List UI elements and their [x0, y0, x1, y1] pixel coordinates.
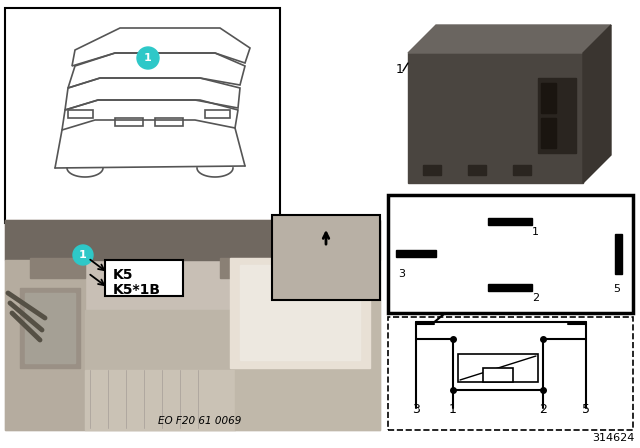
Bar [423, 165, 441, 175]
Circle shape [137, 47, 159, 69]
Bar [272, 215, 380, 300]
Bar [458, 354, 538, 382]
Text: 2: 2 [539, 403, 547, 416]
Bar [396, 250, 436, 257]
Bar [230, 258, 370, 368]
Bar [488, 284, 532, 291]
Text: 1: 1 [532, 227, 539, 237]
Bar [115, 118, 143, 126]
Bar [68, 110, 93, 118]
Bar [488, 218, 532, 225]
Bar [615, 234, 622, 274]
Text: K5: K5 [113, 268, 134, 282]
Bar [155, 118, 183, 126]
Text: 1: 1 [79, 250, 87, 260]
Bar [277, 270, 375, 295]
Bar [328, 221, 374, 268]
Bar [274, 217, 378, 298]
Bar [30, 258, 85, 278]
Bar [105, 260, 183, 296]
Bar [220, 258, 275, 278]
Bar [5, 8, 280, 223]
Bar [438, 28, 483, 48]
Bar [20, 288, 80, 368]
Text: 3: 3 [398, 269, 405, 279]
Bar [5, 220, 380, 260]
Bar [5, 220, 380, 430]
Bar [541, 118, 556, 148]
Bar [85, 370, 235, 430]
Text: 1: 1 [144, 53, 152, 63]
Text: EO F20 61 0069: EO F20 61 0069 [158, 416, 242, 426]
Text: 314624: 314624 [593, 433, 635, 443]
Text: 2: 2 [532, 293, 539, 303]
Bar [388, 317, 633, 430]
Bar [235, 260, 380, 430]
Bar [538, 78, 576, 153]
Text: 1: 1 [449, 403, 457, 416]
Bar [483, 368, 513, 382]
Bar [388, 195, 633, 313]
Bar [503, 28, 548, 48]
Bar [277, 221, 323, 268]
Bar [85, 310, 235, 430]
Text: 5: 5 [582, 403, 590, 416]
Text: 1: 1 [396, 63, 404, 76]
Bar [25, 293, 75, 363]
Circle shape [73, 245, 93, 265]
Bar [5, 260, 85, 430]
Bar [205, 110, 230, 118]
Text: K5*1B: K5*1B [113, 283, 161, 297]
Bar [240, 265, 360, 360]
Polygon shape [583, 25, 611, 183]
Bar [541, 83, 556, 113]
Bar [468, 165, 486, 175]
Polygon shape [408, 25, 611, 53]
Text: 3: 3 [412, 403, 420, 416]
Text: 5: 5 [613, 284, 620, 294]
Bar [513, 165, 531, 175]
Bar [408, 53, 583, 183]
